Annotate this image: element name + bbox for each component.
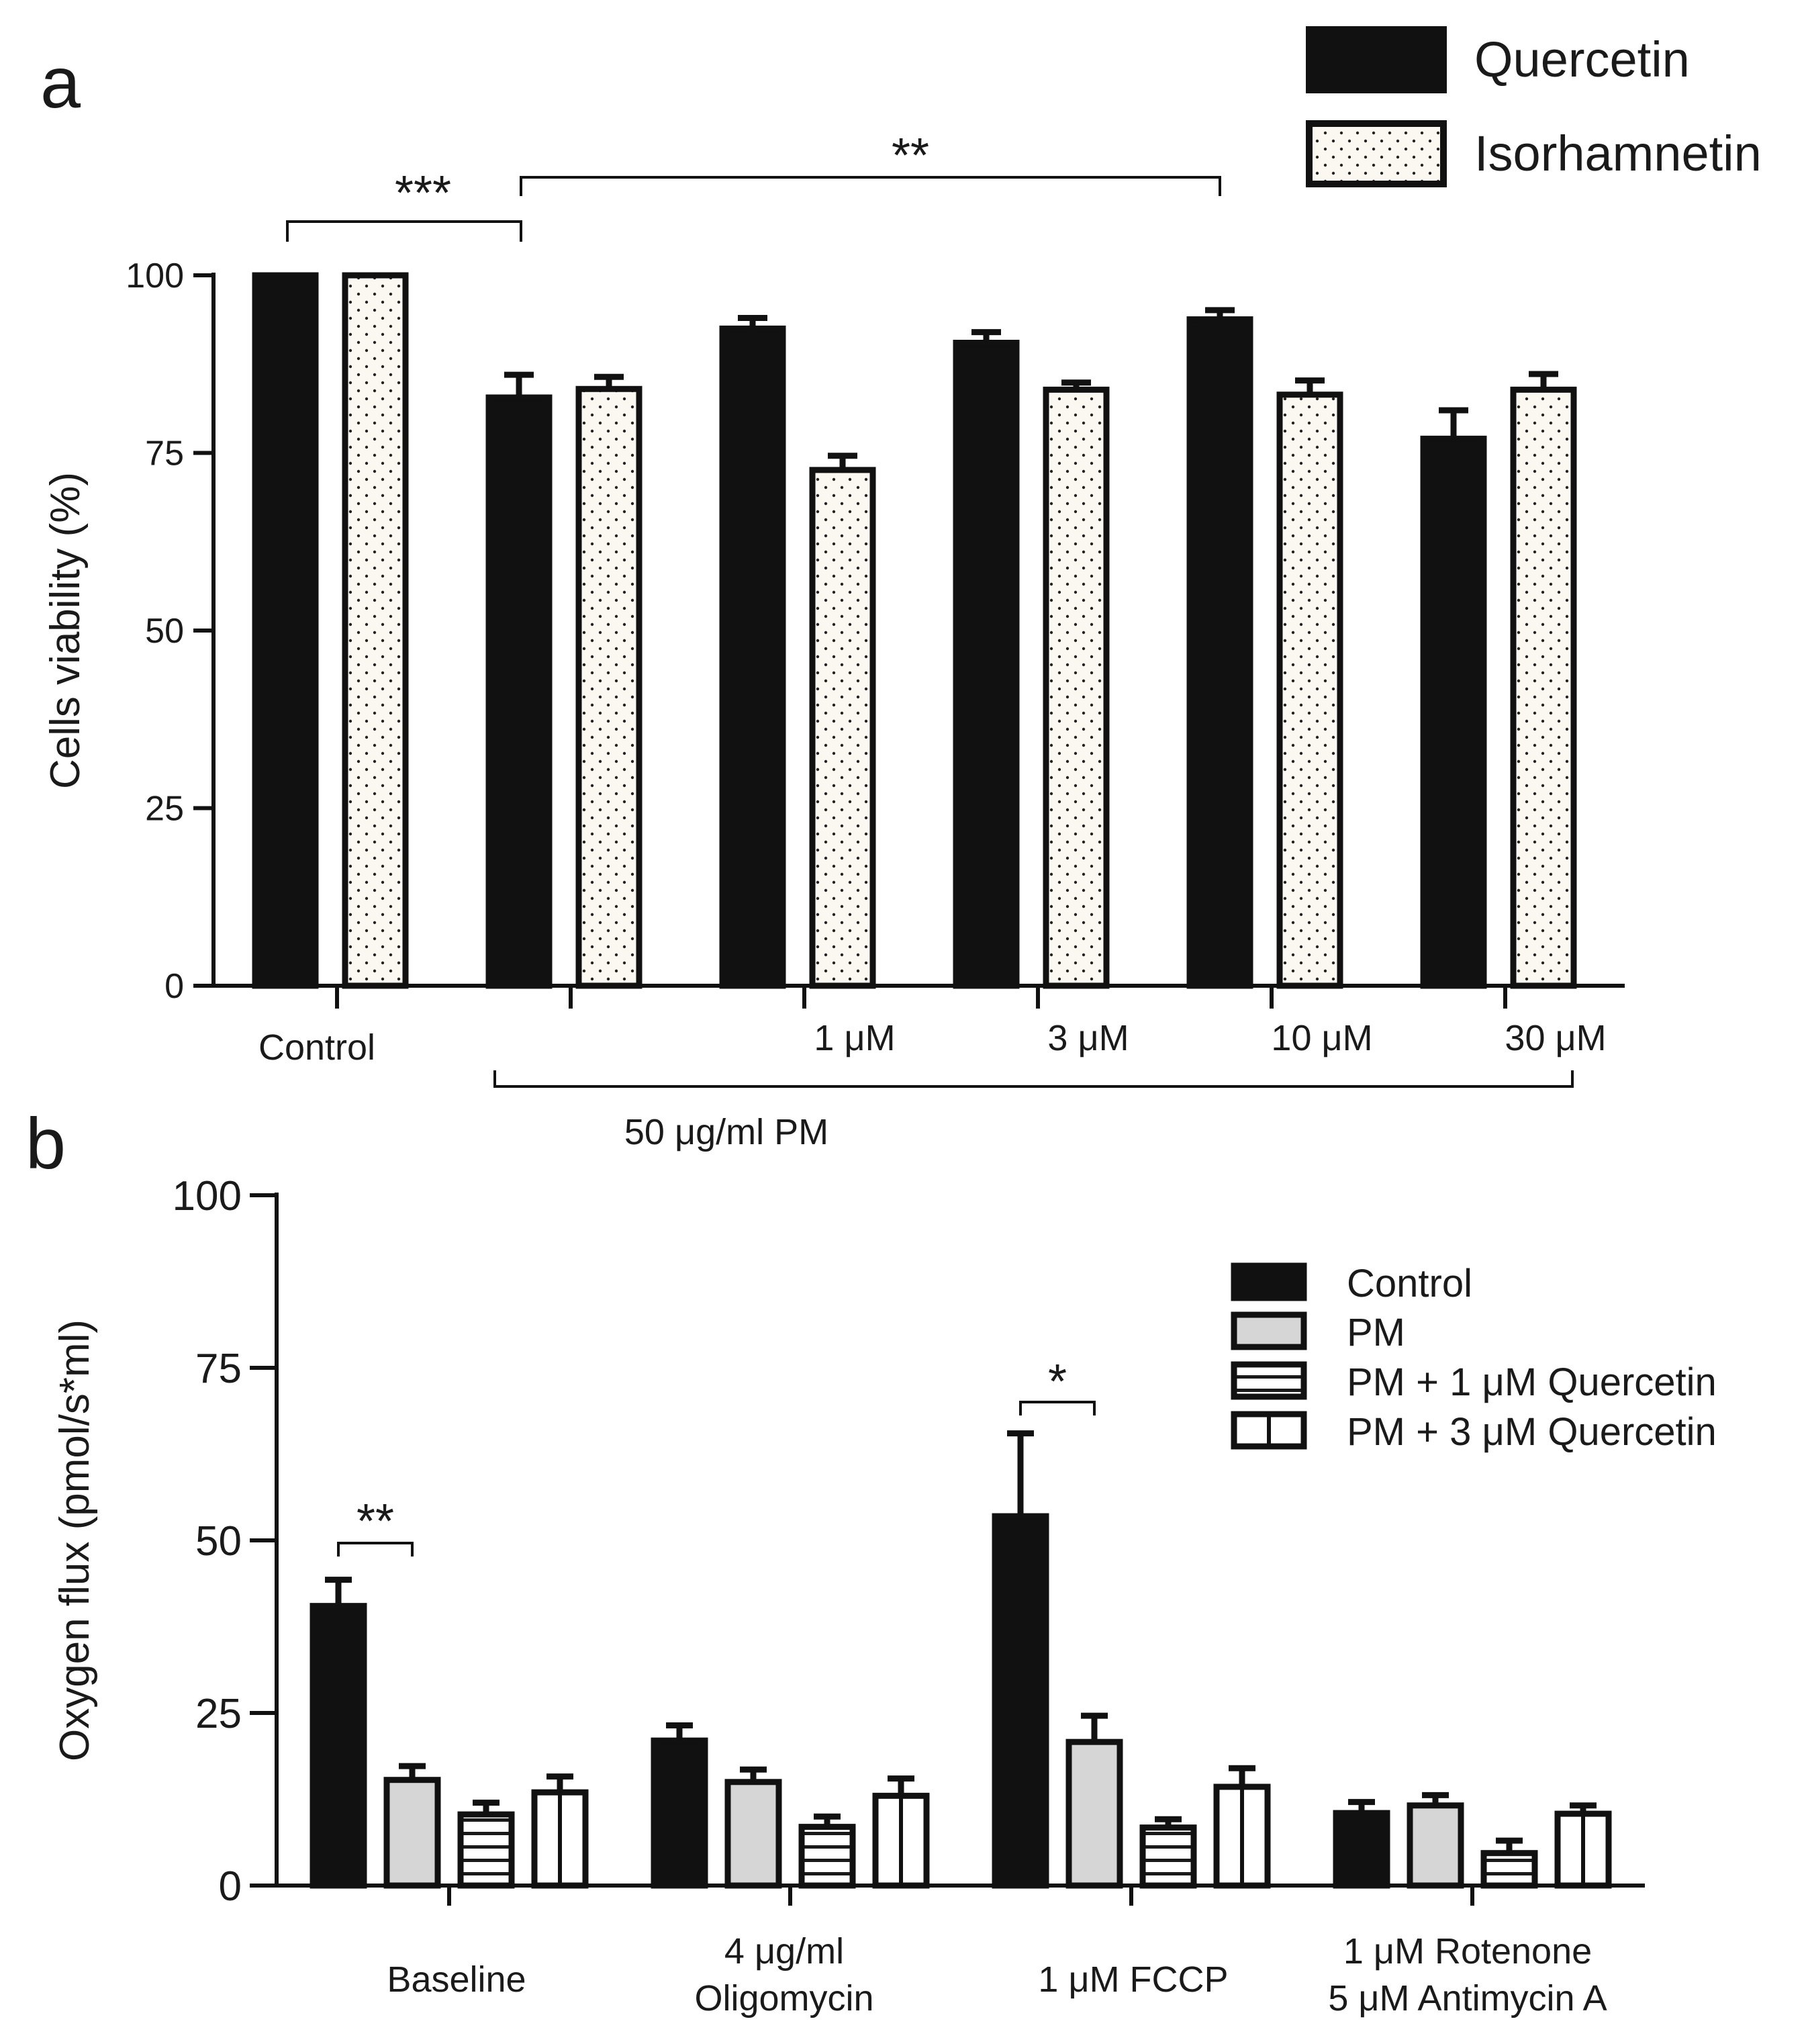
significance-label-a1: *** xyxy=(395,167,451,220)
bar-a xyxy=(1043,386,1110,989)
significance-bracket-b1 xyxy=(337,1542,414,1557)
group-bracket-a xyxy=(493,1070,1574,1088)
panel-letter-b: b xyxy=(26,1103,66,1184)
significance-bracket-a1 xyxy=(286,220,522,242)
legend-label-b: PM + 1 μM Quercetin xyxy=(1347,1360,1717,1404)
bar-b xyxy=(383,1777,441,1889)
category-label-a: 10 μM xyxy=(1271,1018,1372,1058)
category-label-a: 3 μM xyxy=(1047,1018,1129,1058)
bar-b xyxy=(1139,1824,1197,1889)
legend-swatch-b xyxy=(1231,1361,1307,1400)
bar-b xyxy=(724,1779,782,1889)
legend-swatch-a xyxy=(1306,26,1447,93)
y-axis-title-a: Cells viability (%) xyxy=(42,472,89,789)
bar-b xyxy=(1407,1802,1464,1889)
bar-b xyxy=(1065,1738,1123,1889)
y-tick-label-a: 25 xyxy=(145,790,184,829)
bar-a xyxy=(719,325,786,989)
group-label-a: 50 μg/ml PM xyxy=(624,1112,828,1152)
bar-b xyxy=(992,1513,1049,1889)
category-label-b: 4 μg/ml xyxy=(724,1931,844,1971)
category-label-b: 1 μM FCCP xyxy=(1038,1959,1228,2000)
significance-label-b1: ** xyxy=(357,1495,394,1548)
category-label-b: 1 μM Rotenone xyxy=(1343,1931,1592,1971)
bar-b xyxy=(1480,1850,1538,1889)
bar-a xyxy=(252,272,319,989)
significance-label-b2: * xyxy=(1048,1355,1067,1409)
bar-b xyxy=(310,1603,367,1889)
category-label-b: 5 μM Antimycin A xyxy=(1328,1978,1607,2018)
bar-a xyxy=(1420,435,1487,989)
bar-b xyxy=(1333,1810,1390,1889)
legend-label-b: Control xyxy=(1347,1262,1472,1305)
y-tick-label-a: 50 xyxy=(145,612,184,651)
bar-a xyxy=(1186,316,1253,989)
category-label-a: Control xyxy=(258,1027,375,1068)
category-label-a: 30 μM xyxy=(1505,1018,1606,1058)
bar-a xyxy=(575,385,643,989)
bar-a xyxy=(953,340,1020,989)
legend-swatch-a xyxy=(1306,120,1447,187)
bar-a xyxy=(342,272,409,989)
y-tick-label-b: 25 xyxy=(195,1691,242,1737)
significance-bracket-a2 xyxy=(520,176,1221,196)
y-tick-label-b: 100 xyxy=(173,1173,242,1219)
y-axis-title-b: Oxygen flux (pmol/s*ml) xyxy=(52,1319,98,1761)
category-label-b: Oligomycin xyxy=(694,1978,873,2018)
legend-label-b: PM xyxy=(1347,1311,1405,1354)
y-tick-label-b: 50 xyxy=(195,1518,242,1565)
y-tick-label-b: 0 xyxy=(219,1863,242,1910)
significance-bracket-b2 xyxy=(1019,1401,1096,1415)
category-label-a: 1 μM xyxy=(814,1018,895,1058)
legend-label-b: PM + 3 μM Quercetin xyxy=(1347,1410,1717,1454)
bar-a xyxy=(809,467,876,989)
bar-b xyxy=(798,1824,856,1889)
significance-label-a2: ** xyxy=(892,129,929,183)
legend-label-a: Quercetin xyxy=(1474,32,1690,87)
legend-swatch-b xyxy=(1231,1262,1307,1301)
y-tick-label-a: 100 xyxy=(126,257,184,295)
y-tick-label-b: 75 xyxy=(195,1346,242,1392)
chart-b: 0 25 50 75 100 Oxygen flux (pmol/s*ml) Baselin… xyxy=(52,1173,1717,2018)
legend-swatch-b xyxy=(1231,1311,1307,1350)
y-tick-label-a: 0 xyxy=(164,967,184,1006)
legend-label-a: Isorhamnetin xyxy=(1474,126,1762,181)
bar-a xyxy=(1510,386,1577,989)
bar-a xyxy=(1276,391,1343,989)
bar-b xyxy=(457,1811,515,1889)
y-tick-label-a: 75 xyxy=(145,434,184,473)
category-label-b: Baseline xyxy=(387,1959,526,2000)
bar-b xyxy=(651,1737,708,1889)
bar-a xyxy=(485,394,553,989)
chart-a: 0 25 50 75 100 Cells viability (%) Control 1 μM… xyxy=(42,26,1762,1152)
panel-letter-a: a xyxy=(40,42,81,123)
